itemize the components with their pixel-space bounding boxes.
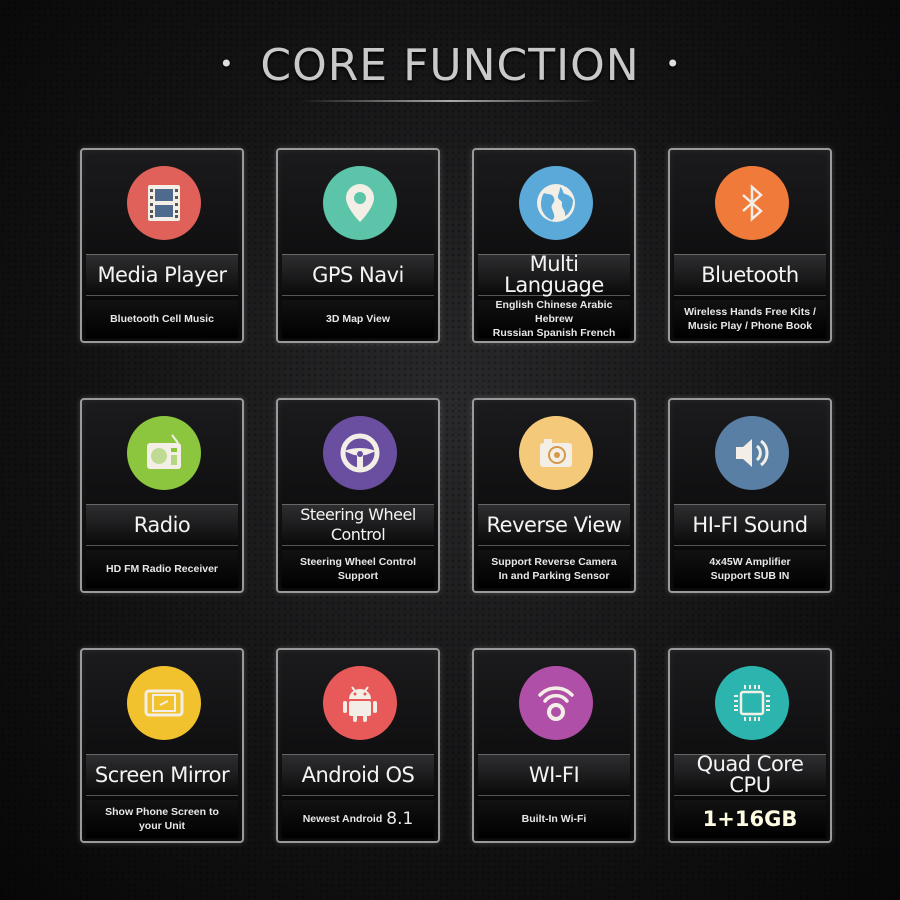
globe-icon [519, 166, 593, 240]
bullet-right: • [665, 50, 681, 78]
feature-subtitle-text: Bluetooth Cell Music [110, 313, 214, 325]
title-underline [300, 100, 600, 102]
steering-wheel-icon [323, 416, 397, 490]
feature-subtitle-text: 1+16GB [702, 807, 798, 831]
feature-title: GPS Navi [282, 254, 434, 296]
feature-card-gps-navi: GPS Navi 3D Map View [276, 148, 440, 343]
page-title: • CORE FUNCTION • [0, 40, 900, 91]
feature-card-screen-mirror: Screen Mirror Show Phone Screen to your … [80, 648, 244, 843]
feature-subtitle-text: Steering Wheel Control Support [299, 556, 417, 582]
feature-card-android-os: Android OS Newest Android 8.1 [276, 648, 440, 843]
feature-title: Reverse View [478, 504, 630, 546]
feature-subtitle-text: Support Reverse Camera In and Parking Se… [491, 556, 617, 582]
phone-mirror-icon [127, 666, 201, 740]
feature-subtitle-text: Wireless Hands Free Kits / Music Play / … [684, 306, 816, 332]
feature-title: Bluetooth [674, 254, 826, 296]
feature-title: Quad Core CPU [674, 754, 826, 796]
feature-card-quad-core-cpu: Quad Core CPU 1+16GB [668, 648, 832, 843]
camera-icon [519, 416, 593, 490]
feature-title: Multi Language [478, 254, 630, 296]
feature-title: Android OS [282, 754, 434, 796]
film-icon [127, 166, 201, 240]
feature-subtitle: Bluetooth Cell Music [86, 300, 238, 338]
wifi-icon [519, 666, 593, 740]
feature-title: WI-FI [478, 754, 630, 796]
feature-title: Screen Mirror [86, 754, 238, 796]
feature-card-hi-fi-sound: HI-FI Sound 4x45W Amplifier Support SUB … [668, 398, 832, 593]
feature-subtitle-text: Newest Android [302, 813, 383, 825]
feature-card-radio: Radio HD FM Radio Receiver [80, 398, 244, 593]
feature-subtitle-text: Built-In Wi-Fi [521, 813, 587, 825]
feature-subtitle-text: HD FM Radio Receiver [105, 563, 219, 575]
feature-title: Radio [86, 504, 238, 546]
feature-subtitle: English Chinese Arabic Hebrew Russian Sp… [478, 299, 630, 339]
feature-subtitle: Show Phone Screen to your Unit [86, 800, 238, 838]
feature-card-bluetooth: Bluetooth Wireless Hands Free Kits / Mus… [668, 148, 832, 343]
feature-card-media-player: Media Player Bluetooth Cell Music [80, 148, 244, 343]
feature-title: Steering Wheel Control [282, 504, 434, 546]
feature-subtitle-text: 4x45W Amplifier Support SUB IN [709, 556, 791, 582]
feature-card-reverse-view: Reverse View Support Reverse Camera In a… [472, 398, 636, 593]
feature-title: HI-FI Sound [674, 504, 826, 546]
map-pin-icon [323, 166, 397, 240]
radio-icon [127, 416, 201, 490]
feature-card-wi-fi: WI-FI Built-In Wi-Fi [472, 648, 636, 843]
feature-title: Media Player [86, 254, 238, 296]
android-icon [323, 666, 397, 740]
android-version: 8.1 [386, 809, 414, 829]
feature-subtitle-text: 3D Map View [326, 313, 390, 325]
bullet-left: • [219, 50, 235, 78]
feature-subtitle-text: Show Phone Screen to your Unit [105, 806, 219, 832]
feature-subtitle: Newest Android 8.1 [282, 800, 434, 838]
feature-subtitle: Built-In Wi-Fi [478, 800, 630, 838]
bluetooth-icon [715, 166, 789, 240]
feature-subtitle: 1+16GB [674, 800, 826, 838]
feature-subtitle: HD FM Radio Receiver [86, 550, 238, 588]
feature-subtitle-text: English Chinese Arabic Hebrew Russian Sp… [492, 299, 616, 339]
feature-card-steering-wheel-control: Steering Wheel Control Steering Wheel Co… [276, 398, 440, 593]
cpu-chip-icon [715, 666, 789, 740]
feature-subtitle: Wireless Hands Free Kits / Music Play / … [674, 300, 826, 338]
feature-card-multi-language: Multi Language English Chinese Arabic He… [472, 148, 636, 343]
feature-subtitle: Support Reverse Camera In and Parking Se… [478, 550, 630, 588]
title-text: CORE FUNCTION [260, 40, 640, 91]
feature-subtitle: Steering Wheel Control Support [282, 550, 434, 588]
feature-subtitle: 3D Map View [282, 300, 434, 338]
speaker-icon [715, 416, 789, 490]
feature-subtitle: 4x45W Amplifier Support SUB IN [674, 550, 826, 588]
